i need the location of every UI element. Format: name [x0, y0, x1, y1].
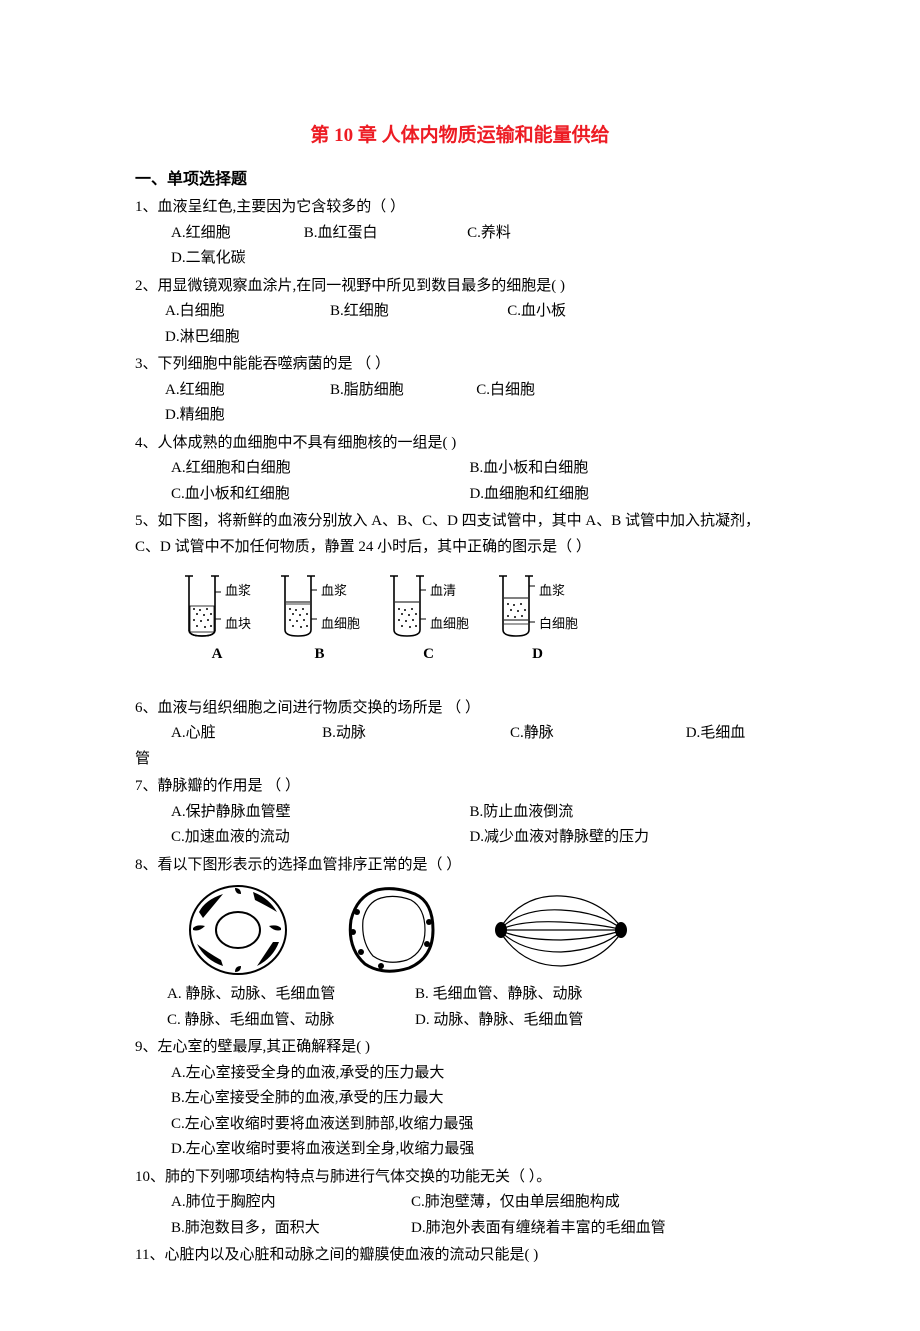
- q10-b: B.肺泡数目多，面积大: [171, 1216, 411, 1242]
- tube-a-top: 血浆: [225, 580, 251, 602]
- question-2: 2、用显微镜观察血涂片,在同一视野中所见到数目最多的细胞是( ) A.白细胞 B…: [135, 274, 785, 351]
- tube-c-bottom: 血细胞: [430, 613, 469, 635]
- q1-b: B.血红蛋白: [304, 221, 464, 247]
- q10-a: A.肺位于胸腔内: [171, 1190, 411, 1216]
- vessel-vein-icon: [337, 882, 447, 978]
- question-6: 6、血液与组织细胞之间进行物质交换的场所是 （ ） A.心脏 B.动脉 C.静脉…: [135, 696, 785, 773]
- vessel-capillary-icon: [491, 882, 631, 978]
- q7-options-1: A.保护静脉血管壁 B.防止血液倒流: [135, 800, 785, 826]
- q4-c: C.血小板和红细胞: [171, 482, 466, 508]
- q2-d: D.淋巴细胞: [165, 325, 314, 351]
- tube-a-label: A: [212, 642, 223, 668]
- q9-a: A.左心室接受全身的血液,承受的压力最大: [171, 1061, 785, 1087]
- q7-c: C.加速血液的流动: [171, 825, 466, 851]
- tube-c-label: C: [423, 642, 434, 668]
- question-5: 5、如下图，将新鲜的血液分别放入 A、B、C、D 四支试管中，其中 A、B 试管…: [135, 509, 785, 668]
- q6-a: A.心脏: [171, 721, 318, 747]
- tube-a-bottom: 血块: [225, 613, 251, 635]
- q2-options: A.白细胞 B.红细胞 C.血小板 D.淋巴细胞: [135, 299, 785, 350]
- q8-a: A. 静脉、动脉、毛细血管: [155, 982, 415, 1008]
- tube-c-top: 血清: [430, 580, 469, 602]
- q2-c: C.血小板: [507, 299, 668, 325]
- q4-b: B.血小板和白细胞: [469, 456, 764, 482]
- tube-c: 血清 血细胞 C: [388, 574, 469, 668]
- vessel-figure: [183, 882, 785, 978]
- q4-options-2: C.血小板和红细胞 D.血细胞和红细胞: [135, 482, 785, 508]
- q4-d: D.血细胞和红细胞: [469, 482, 764, 508]
- q7-b: B.防止血液倒流: [469, 800, 764, 826]
- question-10: 10、肺的下列哪项结构特点与肺进行气体交换的功能无关（ ）。 A.肺位于胸腔内 …: [135, 1165, 785, 1242]
- q9-d: D.左心室收缩时要将血液送到全身,收缩力最强: [171, 1137, 785, 1163]
- question-1: 1、血液呈红色,主要因为它含较多的（ ） A.红细胞 B.血红蛋白 C.养料 D…: [135, 195, 785, 272]
- q4-text: 4、人体成熟的血细胞中不具有细胞核的一组是( ): [135, 431, 785, 457]
- tube-b: 血浆 血细胞 B: [279, 574, 360, 668]
- q7-d: D.减少血液对静脉壁的压力: [469, 825, 764, 851]
- q10-c: C.肺泡壁薄，仅由单层细胞构成: [411, 1190, 620, 1216]
- q5-text-2: C、D 试管中不加任何物质，静置 24 小时后，其中正确的图示是（ ）: [135, 535, 785, 561]
- q4-a: A.红细胞和白细胞: [171, 456, 466, 482]
- question-7: 7、静脉瓣的作用是 （ ） A.保护静脉血管壁 B.防止血液倒流 C.加速血液的…: [135, 774, 785, 851]
- q8-c: C. 静脉、毛细血管、动脉: [155, 1008, 415, 1034]
- tube-b-label: B: [315, 642, 325, 668]
- q9-text: 9、左心室的壁最厚,其正确解释是( ): [135, 1035, 785, 1061]
- q10-d: D.肺泡外表面有缠绕着丰富的毛细血管: [411, 1216, 666, 1242]
- tube-a-icon: [183, 574, 221, 640]
- tube-d-top: 血浆: [539, 580, 578, 602]
- q10-text: 10、肺的下列哪项结构特点与肺进行气体交换的功能无关（ ）。: [135, 1165, 785, 1191]
- q4-options-1: A.红细胞和白细胞 B.血小板和白细胞: [135, 456, 785, 482]
- tube-d: 血浆 白细胞 D: [497, 574, 578, 668]
- q5-text-1: 5、如下图，将新鲜的血液分别放入 A、B、C、D 四支试管中，其中 A、B 试管…: [135, 509, 785, 535]
- vessel-artery-icon: [183, 882, 293, 978]
- tube-figure: 血浆 血块 A: [183, 574, 785, 668]
- q7-a: A.保护静脉血管壁: [171, 800, 466, 826]
- q3-c: C.白细胞: [476, 378, 637, 404]
- q6-options: A.心脏 B.动脉 C.静脉 D.毛细血: [135, 721, 785, 747]
- q8-options: A. 静脉、动脉、毛细血管 B. 毛细血管、静脉、动脉 C. 静脉、毛细血管、动…: [135, 982, 785, 1033]
- q8-text: 8、看以下图形表示的选择血管排序正常的是（ ）: [135, 853, 785, 879]
- q1-options: A.红细胞 B.血红蛋白 C.养料 D.二氧化碳: [135, 221, 785, 272]
- section-header: 一、单项选择题: [135, 166, 785, 193]
- question-8: 8、看以下图形表示的选择血管排序正常的是（ ）: [135, 853, 785, 1034]
- question-11: 11、心脏内以及心脏和动脉之间的瓣膜使血液的流动只能是( ): [135, 1243, 785, 1269]
- tube-a: 血浆 血块 A: [183, 574, 251, 668]
- q2-a: A.白细胞: [165, 299, 326, 325]
- q2-text: 2、用显微镜观察血涂片,在同一视野中所见到数目最多的细胞是( ): [135, 274, 785, 300]
- q8-b: B. 毛细血管、静脉、动脉: [415, 982, 583, 1008]
- q3-options: A.红细胞 B.脂肪细胞 C.白细胞 D.精细胞: [135, 378, 785, 429]
- q1-a: A.红细胞: [171, 221, 300, 247]
- q6-text: 6、血液与组织细胞之间进行物质交换的场所是 （ ）: [135, 696, 785, 722]
- tube-c-icon: [388, 574, 426, 640]
- q8-d: D. 动脉、静脉、毛细血管: [415, 1008, 583, 1034]
- q3-a: A.红细胞: [165, 378, 326, 404]
- q7-text: 7、静脉瓣的作用是 （ ）: [135, 774, 785, 800]
- q6-b: B.动脉: [322, 721, 506, 747]
- q7-options-2: C.加速血液的流动 D.减少血液对静脉壁的压力: [135, 825, 785, 851]
- tube-b-icon: [279, 574, 317, 640]
- tube-d-bottom: 白细胞: [539, 613, 578, 635]
- chapter-title: 第 10 章 人体内物质运输和能量供给: [135, 120, 785, 152]
- tube-b-bottom: 血细胞: [321, 613, 360, 635]
- tube-d-icon: [497, 574, 535, 640]
- question-9: 9、左心室的壁最厚,其正确解释是( ) A.左心室接受全身的血液,承受的压力最大…: [135, 1035, 785, 1163]
- q9-b: B.左心室接受全肺的血液,承受的压力最大: [171, 1086, 785, 1112]
- q11-text: 11、心脏内以及心脏和动脉之间的瓣膜使血液的流动只能是( ): [135, 1243, 785, 1269]
- tube-b-top: 血浆: [321, 580, 360, 602]
- q3-d: D.精细胞: [165, 403, 314, 429]
- q9-c: C.左心室收缩时要将血液送到肺部,收缩力最强: [171, 1112, 785, 1138]
- question-4: 4、人体成熟的血细胞中不具有细胞核的一组是( ) A.红细胞和白细胞 B.血小板…: [135, 431, 785, 508]
- tube-d-label: D: [532, 642, 543, 668]
- q6-d-cont: 管: [135, 747, 785, 773]
- question-3: 3、下列细胞中能能吞噬病菌的是 （ ） A.红细胞 B.脂肪细胞 C.白细胞 D…: [135, 352, 785, 429]
- q2-b: B.红细胞: [330, 299, 504, 325]
- q3-b: B.脂肪细胞: [330, 378, 473, 404]
- q1-c: C.养料: [467, 221, 639, 247]
- q3-text: 3、下列细胞中能能吞噬病菌的是 （ ）: [135, 352, 785, 378]
- q6-c: C.静脉: [510, 721, 682, 747]
- q1-d: D.二氧化碳: [171, 246, 318, 272]
- q1-text: 1、血液呈红色,主要因为它含较多的（ ）: [135, 195, 785, 221]
- q6-d: D.毛细血: [686, 721, 746, 747]
